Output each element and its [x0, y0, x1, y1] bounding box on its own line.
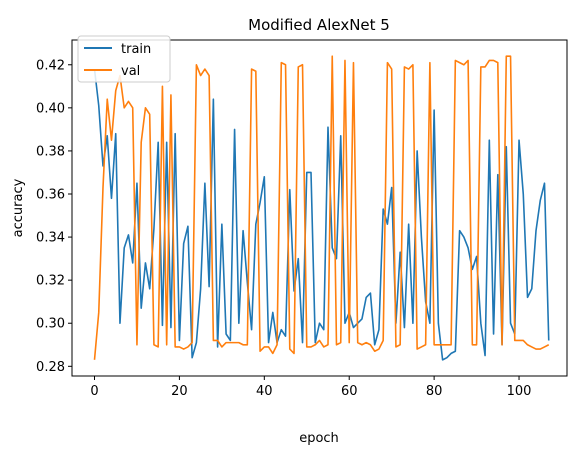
x-tick-label: 100 — [507, 384, 532, 399]
x-tick-label: 0 — [90, 384, 98, 399]
legend: train val — [77, 35, 171, 83]
chart-title: Modified AlexNet 5 — [248, 16, 390, 34]
legend-label-train: train — [121, 42, 151, 57]
y-tick-label: 0.38 — [36, 144, 65, 159]
x-tick-label: 80 — [426, 384, 443, 399]
y-tick-label: 0.28 — [36, 360, 65, 375]
x-tick-label: 20 — [171, 384, 188, 399]
x-axis: 0 20 40 60 80 100 — [90, 376, 531, 399]
y-tick-label: 0.42 — [36, 58, 65, 73]
y-tick-label: 0.40 — [36, 101, 65, 116]
axes-layer — [71, 39, 568, 377]
series-line-val — [93, 55, 550, 360]
legend-label-val: val — [121, 64, 140, 79]
y-axis-label: accuracy — [11, 178, 26, 237]
x-tick-label: 40 — [256, 384, 273, 399]
series-line-train — [93, 68, 550, 361]
y-axis: 0.28 0.30 0.32 0.34 0.36 0.38 0.40 0.42 — [36, 58, 72, 375]
y-tick-label: 0.32 — [36, 274, 65, 289]
y-tick-label: 0.34 — [36, 231, 65, 246]
y-tick-label: 0.36 — [36, 188, 65, 203]
x-tick-label: 60 — [341, 384, 358, 399]
y-tick-label: 0.30 — [36, 317, 65, 332]
series-layer — [93, 55, 550, 361]
x-axis-label: epoch — [299, 431, 339, 446]
plot-frame — [71, 39, 568, 377]
